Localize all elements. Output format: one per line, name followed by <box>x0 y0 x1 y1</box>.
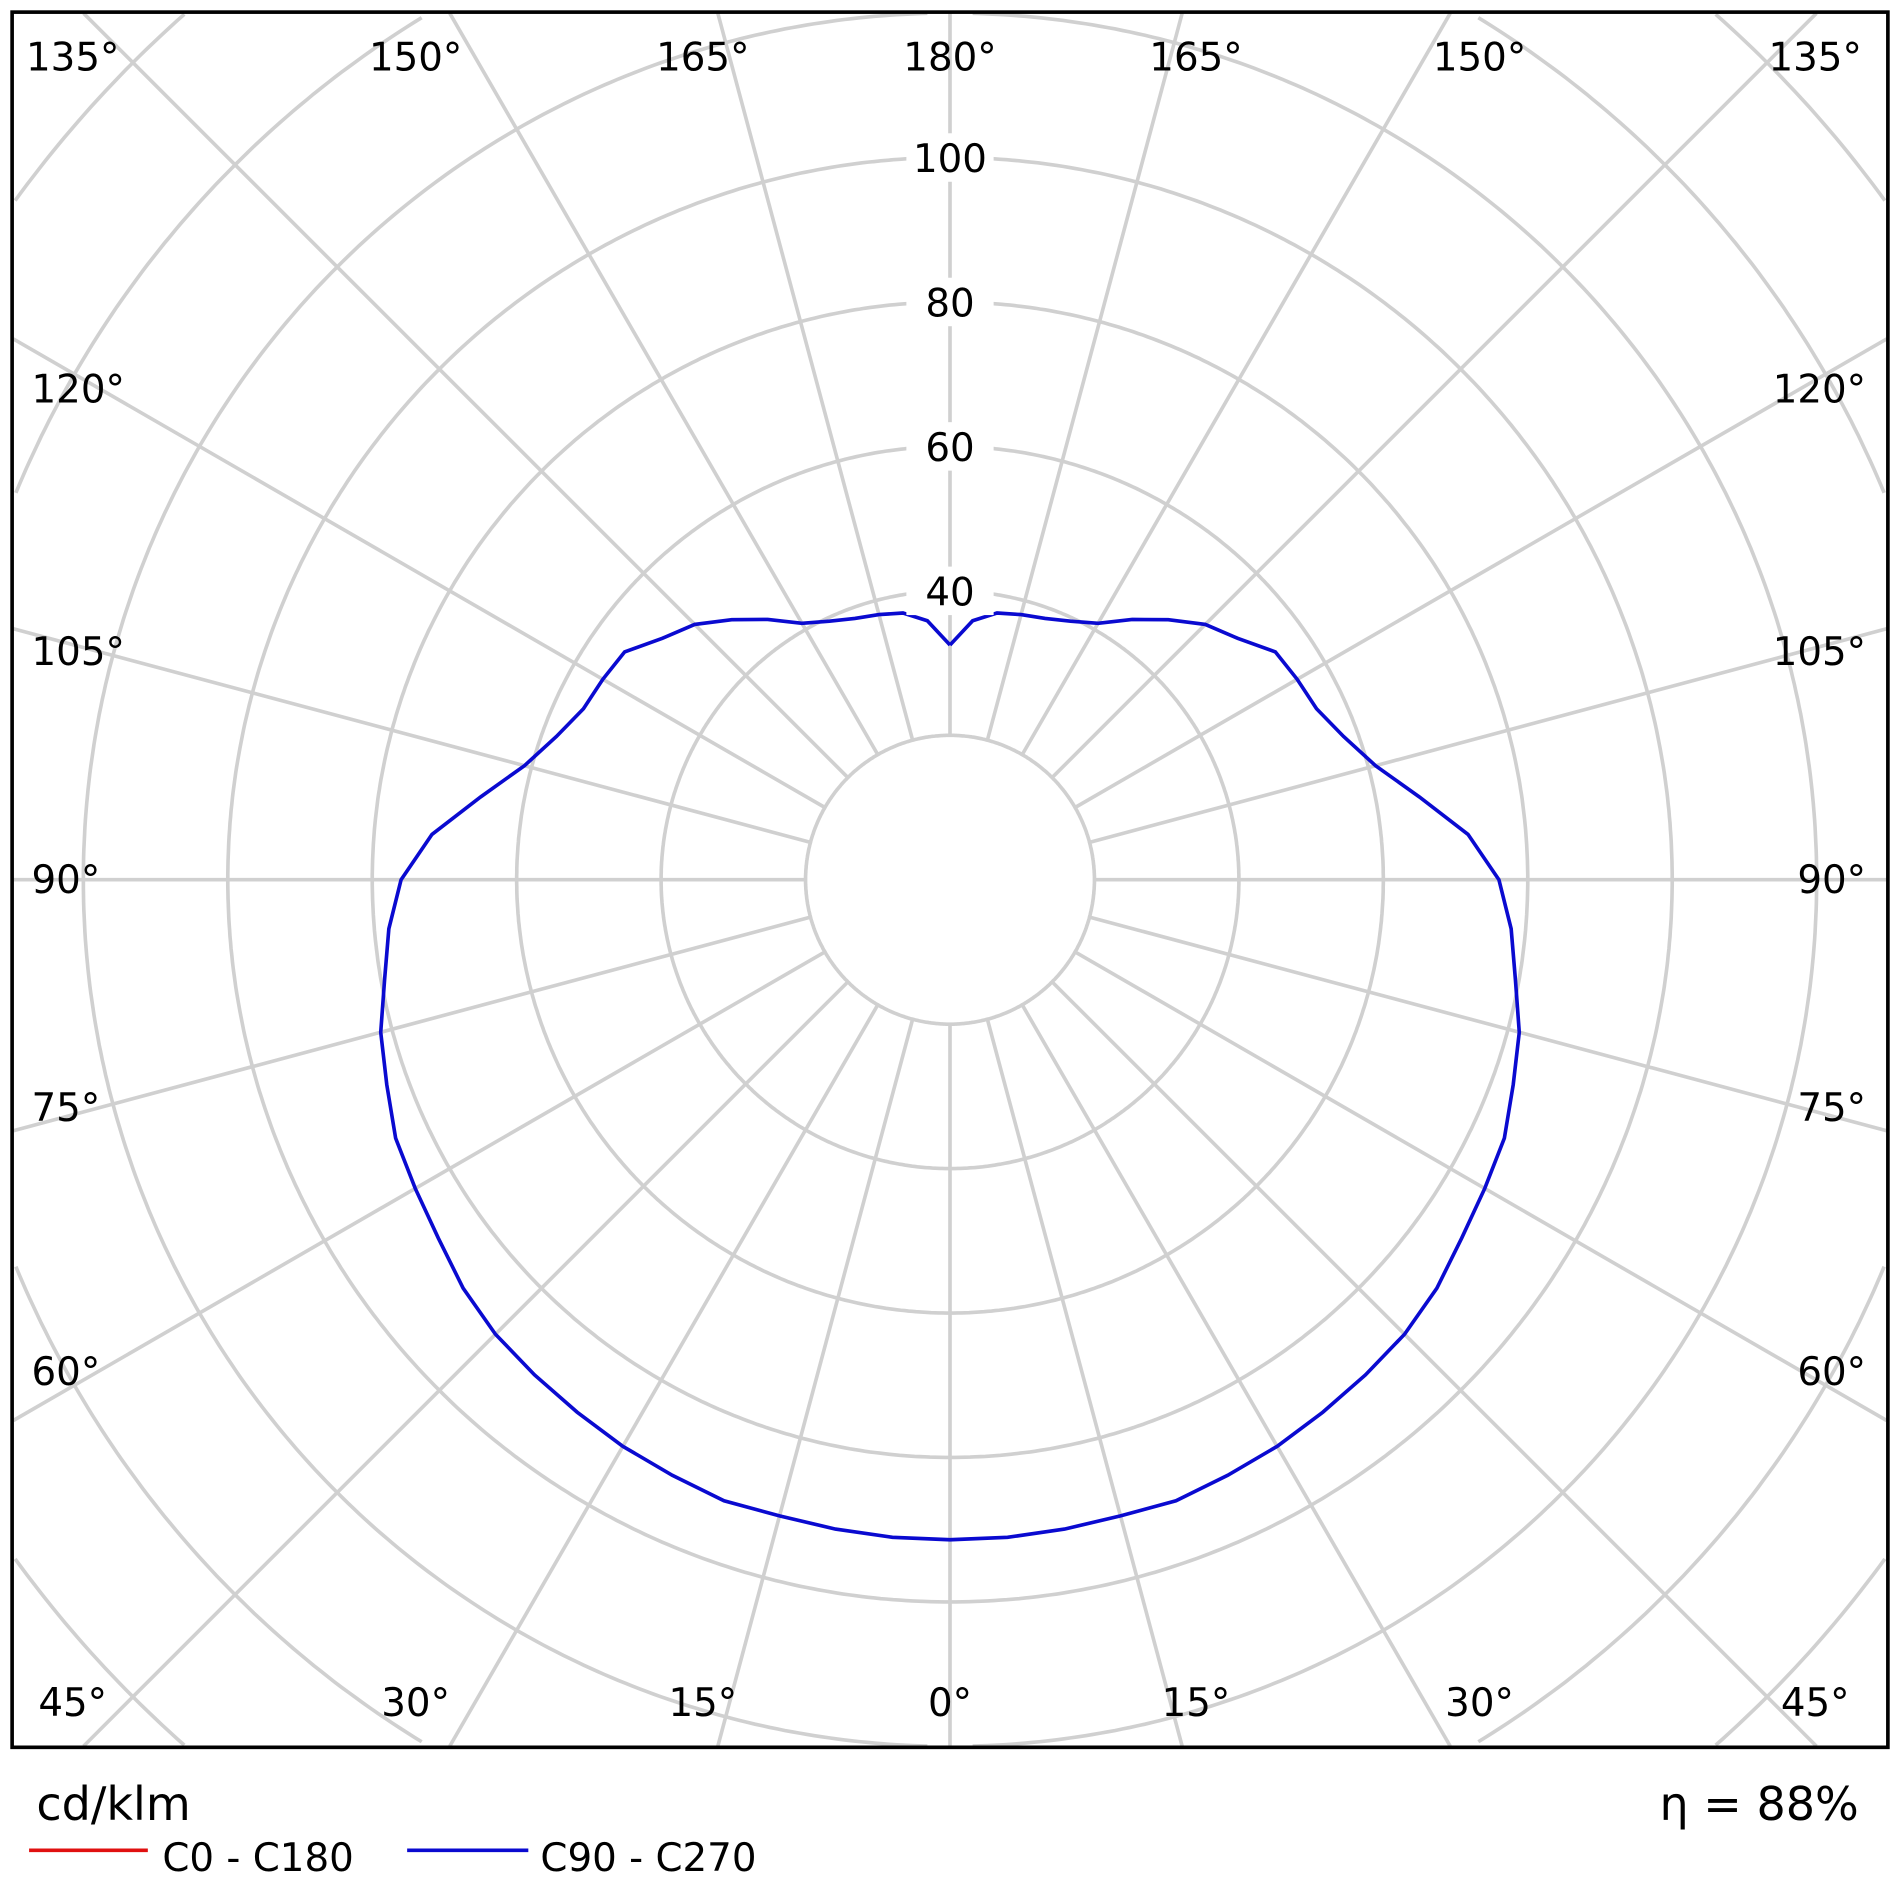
angle-label: 105° <box>32 630 125 675</box>
angle-label: 0° <box>928 1681 972 1726</box>
angle-label: 45° <box>38 1681 107 1726</box>
grid-spoke <box>1074 337 1888 810</box>
grid-ring <box>14 1265 423 1744</box>
angle-label: 30° <box>1445 1681 1514 1726</box>
curves <box>378 611 1522 1542</box>
angle-labels: 135° 150° 165° 180° 165° 150° 135° 45° 30° 15° 0° 1… <box>26 35 1866 1726</box>
angle-label: 15° <box>668 1681 737 1726</box>
angle-label: 45° <box>1781 1681 1850 1726</box>
angle-label: 135° <box>1768 35 1861 80</box>
radial-tick-label: 100 <box>913 137 987 182</box>
grid-spoke <box>448 12 880 756</box>
grid-ring <box>1477 16 1886 494</box>
angle-label: 90° <box>1797 858 1866 903</box>
radial-tick-labels: 40 60 80 100 <box>906 133 994 615</box>
grid-spoke <box>1020 12 1452 756</box>
grid-ring <box>14 16 423 494</box>
angle-label: 105° <box>1773 630 1866 675</box>
grid-spoke <box>12 626 811 845</box>
grid-ring <box>1714 1557 1887 1747</box>
angle-label: 30° <box>381 1681 450 1726</box>
angle-label: 180° <box>903 35 996 80</box>
grid-spoke <box>985 1018 1184 1747</box>
legend-label-c90-c270: C90 - C270 <box>540 1836 756 1881</box>
grid-ring <box>1714 12 1887 202</box>
grid-spoke <box>1050 980 1818 1748</box>
grid-spoke <box>82 980 850 1748</box>
angle-label: 165° <box>1149 35 1242 80</box>
series-curve-c90-c270 <box>378 611 1522 1542</box>
grid-spoke <box>82 12 850 779</box>
angle-label: 150° <box>369 35 462 80</box>
grid-spoke <box>1089 915 1888 1133</box>
grid-ring <box>972 879 1819 1748</box>
plot-frame <box>10 10 1890 1750</box>
grid-spoke <box>12 950 826 1423</box>
grid-spoke <box>716 1018 915 1747</box>
grid-spoke <box>12 337 826 810</box>
angle-label: 90° <box>32 858 101 903</box>
grid-ring <box>972 11 1819 880</box>
radial-tick-label: 60 <box>925 426 974 471</box>
grid-spoke <box>448 1003 880 1748</box>
unit-label: cd/klm <box>36 1777 190 1831</box>
angle-label: 150° <box>1433 35 1526 80</box>
angle-label: 60° <box>32 1350 101 1395</box>
grid-spoke <box>12 915 811 1133</box>
angle-label: 75° <box>32 1086 101 1131</box>
grid-spoke <box>985 12 1184 741</box>
grid-spoke <box>716 12 915 741</box>
angle-label: 120° <box>1773 367 1866 412</box>
angle-label: 75° <box>1797 1086 1866 1131</box>
angle-label: 60° <box>1797 1350 1866 1395</box>
grid-ring <box>803 733 1097 1026</box>
angle-label: 165° <box>656 35 749 80</box>
angle-label: 120° <box>32 367 125 412</box>
radial-tick-label: 80 <box>925 282 974 327</box>
radial-tick-label: 40 <box>925 570 974 615</box>
grid-ring <box>13 12 186 202</box>
angle-label: 135° <box>26 35 119 80</box>
grid-spoke <box>1050 12 1818 779</box>
polar-grid <box>12 11 1888 1748</box>
grid-spoke <box>1074 950 1888 1423</box>
grid-ring <box>1477 1265 1886 1744</box>
angle-label: 15° <box>1162 1681 1231 1726</box>
grid-spoke <box>1020 1003 1452 1748</box>
grid-ring <box>13 1557 186 1747</box>
efficiency-label: η = 88% <box>1659 1777 1858 1831</box>
legend-label-c0-c180: C0 - C180 <box>162 1836 353 1881</box>
grid-spoke <box>1089 626 1888 845</box>
